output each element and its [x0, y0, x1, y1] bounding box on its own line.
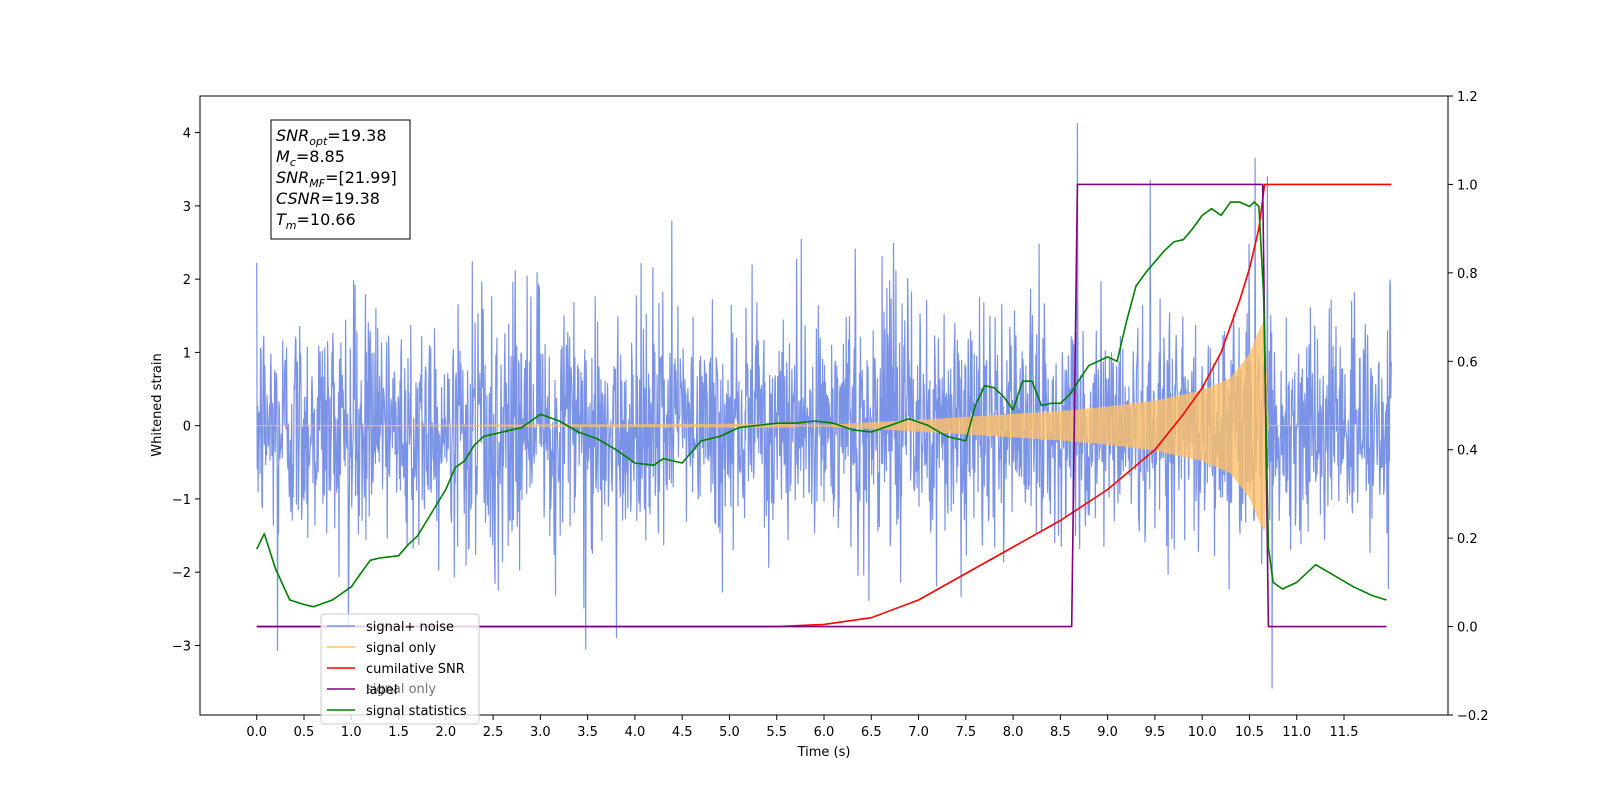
y-left-tick-label: −2	[172, 566, 191, 581]
x-tick-label: 3.5	[577, 725, 598, 740]
legend-label: signal statistics	[366, 704, 467, 719]
x-tick-label: 1.5	[388, 725, 409, 740]
series-line-label	[256, 183, 1387, 628]
x-tick-label: 10.0	[1188, 725, 1217, 740]
legend-ghost-text: signal only	[366, 682, 436, 697]
y-left-tick-label: 1	[183, 346, 191, 361]
annotation-value: =19.38	[327, 126, 386, 145]
y-left-tick-label: −1	[172, 493, 191, 508]
annotation-box: SNRopt=19.38Mc=8.85SNRMF=[21.99]CSNR=19.…	[270, 119, 411, 240]
annotation-symbol: CSNR	[276, 189, 321, 208]
annotation-frame	[270, 119, 411, 240]
y-right-tick-label: −0.2	[1457, 709, 1489, 724]
x-tick-label: 5.0	[719, 725, 740, 740]
annotation-symbol: T	[276, 210, 287, 229]
x-tick-label: 7.5	[955, 725, 976, 740]
x-tick-label: 8.5	[1050, 725, 1071, 740]
annotation-subscript: c	[290, 156, 296, 169]
y-axis-left: −3 −2 −1 0 1 2 3 4	[172, 127, 200, 654]
annotation-subscript: MF	[309, 177, 325, 190]
x-tick-label: 3.0	[530, 725, 551, 740]
legend-label: signal only	[366, 641, 436, 656]
annotation-value: =8.85	[296, 147, 345, 166]
annotation-subscript: m	[286, 219, 297, 232]
annotation-value: =[21.99]	[325, 168, 397, 187]
x-tick-label: 1.0	[341, 725, 362, 740]
legend-label: signal+ noise	[366, 620, 454, 635]
series-line-cumilative-snr	[256, 183, 1392, 628]
y-right-tick-label: 1.2	[1457, 90, 1478, 105]
annotation-subscript: opt	[309, 135, 328, 148]
y-right-tick-label: 0.6	[1457, 355, 1478, 370]
series-line-signal-noise	[256, 123, 1392, 689]
annotation-line: CSNR=19.38	[276, 189, 380, 208]
y-right-tick-label: 0.8	[1457, 267, 1478, 282]
annotation-line: SNRMF=[21.99]	[276, 168, 397, 190]
legend: signal only signal+ noise signal only cumil…	[320, 613, 480, 725]
x-tick-label: 2.0	[435, 725, 456, 740]
x-tick-label: 11.5	[1330, 725, 1359, 740]
legend-label: label	[366, 683, 397, 698]
annotation-symbol: SNR	[276, 168, 309, 187]
annotation-line: Tm=10.66	[276, 210, 356, 232]
x-tick-label: 9.0	[1097, 725, 1118, 740]
annotation-symbol: M	[276, 147, 290, 166]
annotation-value: =19.38	[321, 189, 380, 208]
annotation-line: Mc=8.85	[276, 147, 345, 169]
x-tick-label: 6.5	[861, 725, 882, 740]
x-tick-label: 9.5	[1145, 725, 1166, 740]
series-layer	[255, 123, 1392, 689]
x-tick-label: 0.0	[246, 725, 267, 740]
x-tick-label: 7.0	[908, 725, 929, 740]
legend-label: cumilative SNR	[366, 662, 465, 677]
x-tick-label: 4.5	[672, 725, 693, 740]
series-clip	[255, 123, 1392, 689]
y-axis-right: −0.2 0.0 0.2 0.4 0.6 0.8 1.0 1.2	[1448, 90, 1489, 724]
x-tick-label: 8.0	[1003, 725, 1024, 740]
legend-frame	[320, 613, 480, 725]
x-tick-label: 4.0	[625, 725, 646, 740]
y-right-tick-label: 0.4	[1457, 444, 1478, 459]
y-left-tick-label: 3	[183, 200, 191, 215]
y-right-tick-label: 0.2	[1457, 532, 1478, 547]
series-line-signal-only	[256, 319, 1392, 531]
y-right-tick-label: 1.0	[1457, 178, 1478, 193]
y-left-tick-label: 2	[183, 273, 191, 288]
y-left-tick-label: −3	[172, 639, 191, 654]
y-left-tick-label: 0	[183, 420, 191, 435]
x-tick-label: 10.5	[1235, 725, 1264, 740]
y-axis-title: Whitened strain	[150, 353, 165, 456]
y-left-tick-label: 4	[183, 127, 191, 142]
x-axis: 0.0 0.5 1.0 1.5 2.0 2.5 3.0 3.5 4.0 4.5 5.0 5.5 6.0 6…	[246, 715, 1358, 740]
x-tick-label: 6.0	[814, 725, 835, 740]
x-tick-label: 11.0	[1282, 725, 1311, 740]
y-right-tick-label: 0.0	[1457, 621, 1478, 636]
series-line-signal-statistics	[255, 201, 1387, 608]
x-tick-label: 5.5	[766, 725, 787, 740]
annotation-symbol: SNR	[276, 126, 309, 145]
x-axis-title: Time (s)	[797, 745, 851, 760]
annotation-value: =10.66	[297, 210, 356, 229]
annotation-line: SNRopt=19.38	[276, 126, 387, 148]
x-tick-label: 2.5	[483, 725, 504, 740]
x-tick-label: 0.5	[294, 725, 315, 740]
